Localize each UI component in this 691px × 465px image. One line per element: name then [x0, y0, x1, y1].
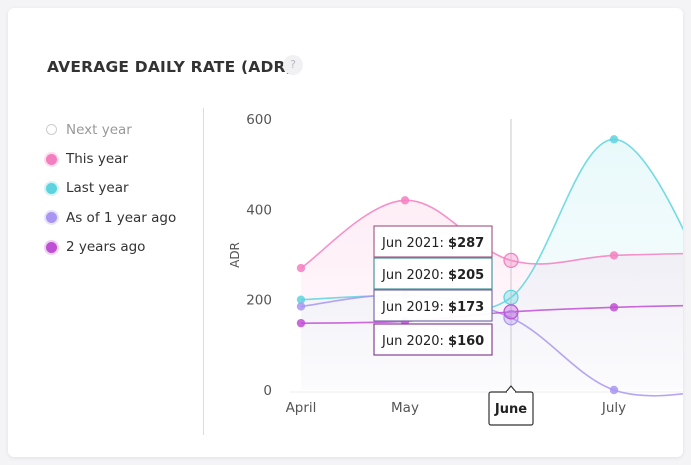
- legend-label: Last year: [66, 180, 129, 197]
- tooltip: Jun 2020: $205: [373, 257, 493, 290]
- tooltip-text: Jun 2020: $205: [381, 268, 484, 283]
- data-point-highlight: [503, 289, 519, 306]
- tooltip-label: Jun 2020:: [381, 334, 448, 349]
- data-point-highlight: [503, 252, 519, 268]
- tooltip-border: [373, 225, 493, 258]
- tooltip-label: Jun 2020:: [381, 268, 448, 283]
- plot-area: [300, 138, 683, 397]
- legend-label: Next year: [66, 121, 132, 138]
- y-tick-label: 400: [246, 202, 272, 218]
- legend-dot-icon: [46, 182, 57, 194]
- legend-label: As of 1 year ago: [66, 209, 177, 226]
- data-point: [609, 251, 619, 260]
- data-point-highlight: [503, 310, 519, 326]
- y-tick-label: 200: [246, 293, 272, 309]
- y-tick-label: 600: [246, 112, 272, 128]
- tooltip-value: $287: [448, 236, 484, 251]
- x-tick-label: June: [494, 402, 527, 417]
- data-point: [400, 196, 410, 205]
- data-point: [296, 263, 306, 273]
- legend-item-2-years-ago[interactable]: 2 years ago: [46, 233, 176, 262]
- tooltip-label: Jun 2019:: [381, 300, 448, 315]
- tooltip-text: Jun 2020: $160: [381, 334, 484, 349]
- x-tick-label: April: [286, 400, 317, 416]
- data-point: [609, 303, 619, 312]
- divider: [203, 108, 204, 435]
- legend-item-as-of-1-year-ago[interactable]: As of 1 year ago: [46, 203, 176, 232]
- legend-dot-icon: [46, 212, 57, 224]
- help-icon[interactable]: ?: [283, 55, 303, 75]
- tooltip-value: $160: [448, 334, 484, 349]
- data-point-highlight: [503, 304, 519, 320]
- legend-item-last-year[interactable]: Last year: [46, 174, 176, 203]
- legend-label: This year: [66, 151, 128, 168]
- tooltip-border: [373, 289, 493, 322]
- tooltip-value: $205: [448, 268, 484, 283]
- data-point: [296, 318, 306, 328]
- legend-dot-icon: [46, 241, 57, 253]
- data-point: [609, 385, 619, 395]
- tooltip: Jun 2019: $173: [373, 289, 493, 322]
- card-title: AVERAGE DAILY RATE (ADR): [47, 58, 293, 76]
- legend-item-this-year[interactable]: This year: [46, 144, 176, 173]
- tooltip: Jun 2020: $160: [373, 323, 493, 356]
- legend-dot-icon: [46, 153, 57, 165]
- tooltip-border: [373, 257, 493, 290]
- tooltip-text: Jun 2019: $173: [381, 300, 484, 315]
- data-point: [296, 295, 306, 304]
- x-tick-label: May: [391, 400, 419, 416]
- x-tick-label: July: [601, 400, 626, 416]
- x-tick-pointer: [505, 385, 517, 393]
- tooltip-label: Jun 2021:: [381, 236, 448, 251]
- tooltip-value: $173: [448, 300, 484, 315]
- data-point: [609, 135, 619, 144]
- x-tick-highlight-box: June: [488, 385, 534, 426]
- legend-dot-icon: [46, 124, 57, 136]
- tooltip: Jun 2021: $287: [373, 225, 493, 258]
- legend: Next year This year Last year As of 1 year …: [46, 115, 176, 262]
- data-point: [296, 302, 306, 311]
- legend-label: 2 years ago: [66, 239, 146, 256]
- y-axis-label: ADR: [228, 242, 242, 268]
- tooltip-text: Jun 2021: $287: [381, 236, 484, 251]
- y-tick-label: 0: [263, 383, 272, 399]
- tooltip-border: [373, 323, 493, 356]
- legend-item-next-year[interactable]: Next year: [46, 115, 176, 144]
